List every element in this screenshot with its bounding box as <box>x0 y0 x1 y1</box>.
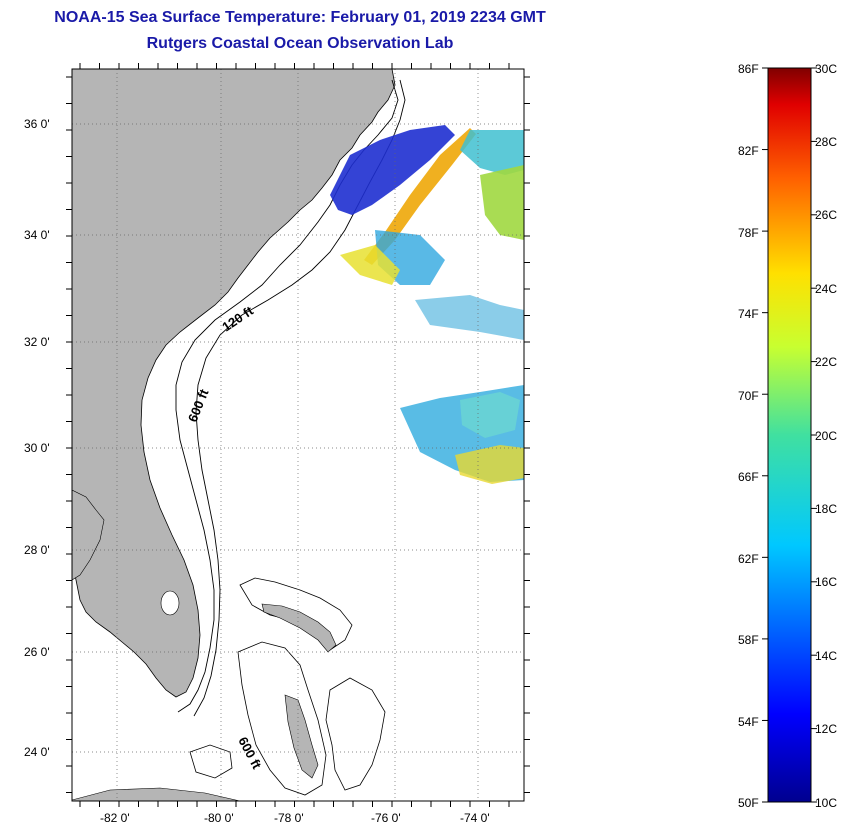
land-gulf-strip <box>72 489 105 581</box>
bahamas-land-andros <box>284 694 319 779</box>
lon-label-74: -74 0' <box>460 811 490 825</box>
colorbar-f-54: 54F <box>738 715 759 729</box>
sst-patch-mid-cyan <box>460 392 520 438</box>
sst-patch-deep-blue <box>330 125 455 215</box>
colorbar-f-62: 62F <box>738 552 759 566</box>
sst-patch-green-east <box>480 165 524 240</box>
colorbar-f-66: 66F <box>738 470 759 484</box>
land-southeast-us <box>72 69 396 698</box>
key-islands <box>189 744 233 779</box>
map-title: NOAA-15 Sea Surface Temperature: Februar… <box>54 9 546 26</box>
bahamas-bank-central <box>237 641 327 796</box>
colorbar-f-82: 82F <box>738 144 759 158</box>
bahamas-land-north <box>261 603 337 653</box>
lat-label-36: 36 0' <box>24 117 50 131</box>
colorbar-c-20: 20C <box>815 429 838 443</box>
colorbar-f-74: 74F <box>738 307 759 321</box>
sst-map: 120 ft 600 ft 600 ft <box>66 63 530 807</box>
sst-patch-yellow-south <box>340 245 400 285</box>
colorbar-c-24: 24C <box>815 282 838 296</box>
colorbar-c-22: 22C <box>815 355 838 369</box>
lat-label-26: 26 0' <box>24 645 50 659</box>
colorbar-c-28: 28C <box>815 135 838 149</box>
colorbar-f-58: 58F <box>738 633 759 647</box>
lon-label-82: -82 0' <box>100 811 130 825</box>
colorbar-f-86: 86F <box>738 62 759 76</box>
sst-patch-gulfstream <box>364 128 476 265</box>
colorbar-c-16: 16C <box>815 575 838 589</box>
sst-patch-speckle <box>415 295 524 340</box>
lon-label-80: -80 0' <box>204 811 234 825</box>
cuba-strip <box>72 787 241 801</box>
lat-label-34: 34 0' <box>24 228 50 242</box>
lat-label-28: 28 0' <box>24 543 50 557</box>
colorbar-f-70: 70F <box>738 389 759 403</box>
map-gridlines <box>72 69 524 801</box>
colorbar-c-30: 30C <box>815 62 838 76</box>
sst-patch-mid-yellow <box>455 445 524 484</box>
map-frame <box>71 68 525 802</box>
bahamas-bank-east <box>325 677 386 791</box>
colorbar-c-12: 12C <box>815 722 838 736</box>
colorbar-f-78: 78F <box>738 226 759 240</box>
sst-data-layer <box>330 125 524 484</box>
colorbar-c-26: 26C <box>815 208 838 222</box>
lat-label-24: 24 0' <box>24 745 50 759</box>
colorbar-c-10: 10C <box>815 796 838 810</box>
sst-patch-cyan-east <box>460 130 524 175</box>
map-ticks <box>66 63 530 807</box>
lake-okeechobee <box>160 590 180 616</box>
lat-label-32: 32 0' <box>24 335 50 349</box>
lon-label-76: -76 0' <box>371 811 401 825</box>
colorbar-c-18: 18C <box>815 502 838 516</box>
map-subtitle: Rutgers Coastal Ocean Observation Lab <box>146 35 454 52</box>
lon-label-78: -78 0' <box>274 811 304 825</box>
colorbar-f-50: 50F <box>738 796 759 810</box>
colorbar-c-14: 14C <box>815 649 838 663</box>
lat-label-30: 30 0' <box>24 441 50 455</box>
colorbar-gradient <box>767 67 812 803</box>
